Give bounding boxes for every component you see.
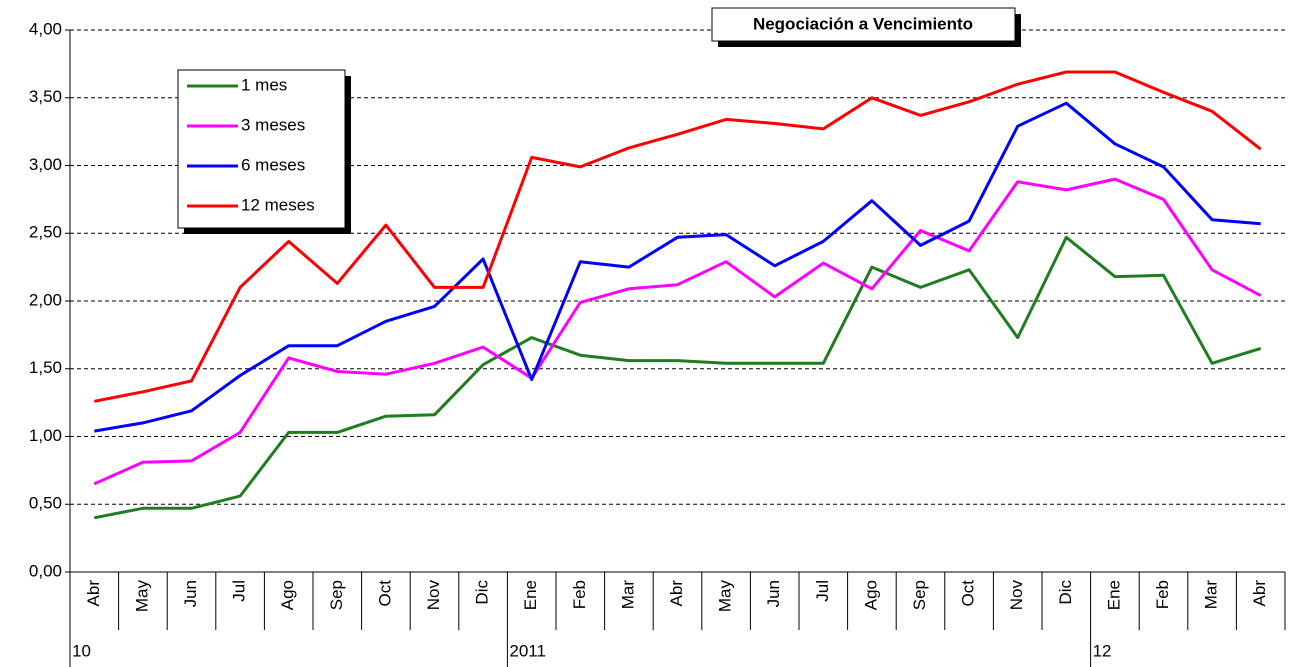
x-tick-label: Sep bbox=[910, 580, 929, 610]
x-tick-label: May bbox=[132, 580, 151, 613]
title-box bbox=[711, 7, 1016, 42]
x-tick-label: Ene bbox=[521, 580, 540, 610]
chart-title: Negociación a Vencimiento bbox=[753, 14, 973, 33]
legend-label: 1 mes bbox=[241, 75, 287, 94]
x-tick-label: Ene bbox=[1104, 580, 1123, 610]
x-tick-label: May bbox=[716, 580, 735, 613]
y-tick-label: 3,00 bbox=[29, 155, 62, 174]
x-tick-label: Jul bbox=[230, 580, 249, 602]
x-tick-label: Ago bbox=[278, 580, 297, 610]
y-tick-label: 2,00 bbox=[29, 290, 62, 309]
x-tick-label: Abr bbox=[84, 580, 103, 607]
x-tick-label: Jun bbox=[181, 580, 200, 607]
series-line bbox=[94, 101, 1261, 433]
x-tick-label: Oct bbox=[375, 580, 394, 607]
series-line bbox=[93, 177, 1262, 486]
x-tick-label: Ago bbox=[861, 580, 880, 610]
x-tick-label: Mar bbox=[1202, 580, 1221, 610]
x-tick-label: Abr bbox=[667, 580, 686, 607]
legend-label: 3 meses bbox=[241, 115, 305, 134]
x-tick-label: Feb bbox=[1153, 580, 1172, 609]
x-tick-label: Oct bbox=[959, 580, 978, 607]
y-tick-label: 1,50 bbox=[29, 358, 62, 377]
x-tick-label: Nov bbox=[424, 580, 443, 611]
x-tick-label: Jun bbox=[764, 580, 783, 607]
x-group-label: 2011 bbox=[509, 641, 546, 660]
y-tick-label: 1,00 bbox=[29, 426, 62, 445]
x-tick-label: Nov bbox=[1007, 580, 1026, 611]
x-group-label: 10 bbox=[72, 641, 91, 660]
x-group-label: 12 bbox=[1093, 641, 1112, 660]
x-tick-label: Feb bbox=[570, 580, 589, 609]
x-tick-label: Sep bbox=[327, 580, 346, 610]
series-line bbox=[94, 70, 1262, 403]
x-tick-label: Dic bbox=[1056, 580, 1075, 605]
legend-label: 12 meses bbox=[241, 195, 315, 214]
y-tick-label: 4,00 bbox=[29, 19, 62, 38]
y-tick-label: 0,00 bbox=[29, 561, 62, 580]
y-tick-label: 0,50 bbox=[29, 494, 62, 513]
y-tick-label: 2,50 bbox=[29, 223, 62, 242]
series-line bbox=[94, 235, 1262, 520]
x-tick-label: Mar bbox=[618, 580, 637, 610]
legend-box bbox=[177, 69, 346, 229]
y-tick-label: 3,50 bbox=[29, 87, 62, 106]
x-tick-label: Dic bbox=[473, 580, 492, 605]
legend-label: 6 meses bbox=[241, 155, 305, 174]
x-tick-label: Abr bbox=[1250, 580, 1269, 607]
x-tick-label: Jul bbox=[813, 580, 832, 602]
